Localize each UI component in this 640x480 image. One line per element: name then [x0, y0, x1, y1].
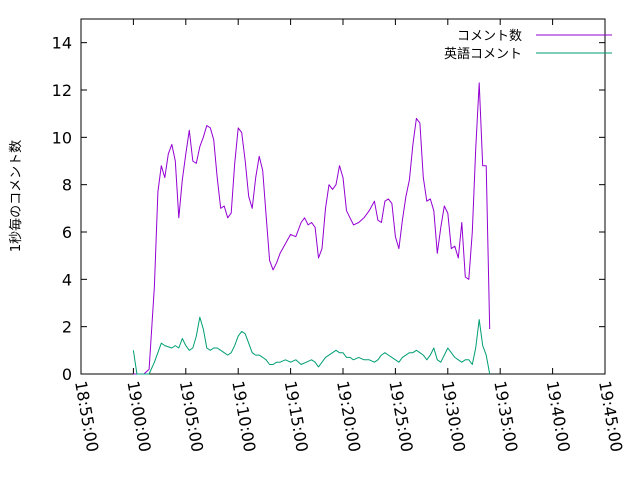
y-tick-label-5: 10: [52, 128, 72, 147]
legend-label-0: コメント数: [457, 29, 522, 44]
y-tick-label-2: 4: [62, 270, 72, 289]
y-axis-label: 1秒毎のコメント数: [8, 140, 24, 252]
y-tick-label-7: 14: [52, 34, 72, 53]
series-line-1: [132, 316, 491, 375]
series-line-0: [133, 82, 491, 375]
y-tick-label-6: 12: [52, 81, 72, 100]
y-tick-label-1: 2: [62, 318, 72, 337]
y-tick-label-3: 6: [62, 223, 72, 242]
y-tick-label-0: 0: [62, 365, 72, 384]
y-tick-label-4: 8: [62, 176, 72, 195]
legend-label-1: 英語コメント: [444, 46, 522, 62]
